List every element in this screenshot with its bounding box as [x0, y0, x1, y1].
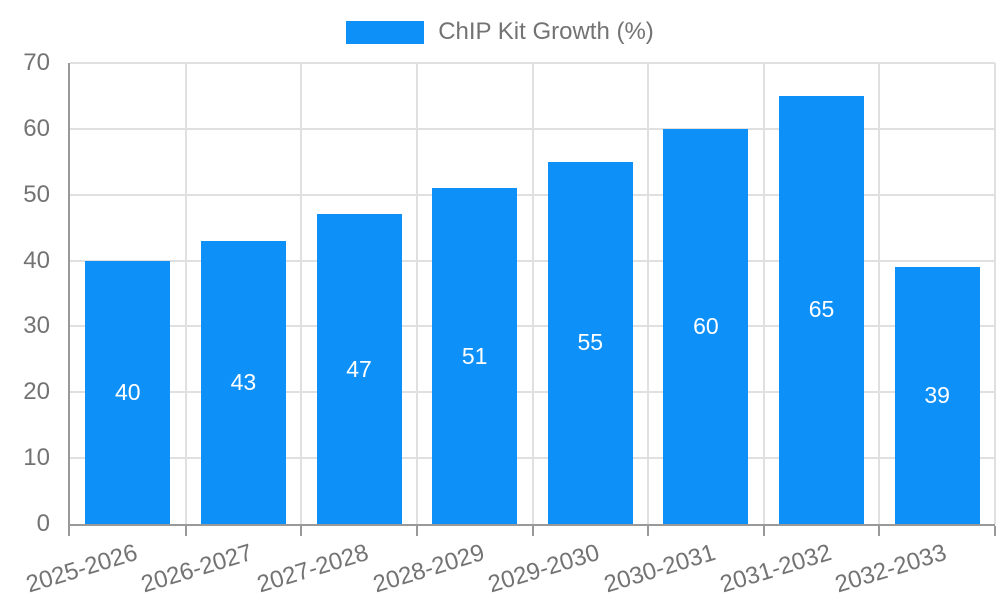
y-axis-tick-label: 50: [23, 180, 50, 208]
bar-value-label: 40: [115, 378, 141, 405]
gridline-vertical: [762, 63, 765, 524]
axis-tick: [184, 526, 187, 536]
bar[interactable]: 55: [547, 161, 633, 524]
plot-area: 40 43 47 51 55 60 65 39: [68, 62, 996, 536]
bar[interactable]: 47: [316, 214, 402, 524]
bar[interactable]: 39: [894, 267, 980, 524]
bar[interactable]: 51: [432, 188, 518, 524]
bar-value-label: 51: [461, 342, 488, 369]
gridline-vertical: [531, 63, 534, 524]
bar[interactable]: 65: [779, 95, 865, 524]
y-axis-tick-label: 60: [23, 114, 50, 142]
bar-value-label: 60: [693, 312, 719, 339]
bar[interactable]: 40: [85, 260, 171, 524]
gridline-vertical: [994, 63, 996, 524]
legend-swatch-icon: [346, 20, 425, 44]
legend-label: ChIP Kit Growth (%): [438, 18, 654, 45]
bar-value-label: 39: [924, 382, 950, 409]
y-axis-tick-label: 40: [23, 246, 50, 274]
legend: ChIP Kit Growth (%): [0, 18, 1000, 46]
bar-value-label: 65: [808, 296, 835, 323]
axis-tick: [878, 526, 881, 536]
bar-value-label: 43: [230, 368, 257, 395]
gridline-vertical: [184, 63, 187, 524]
axis-tick: [647, 526, 650, 536]
gridline-vertical: [300, 63, 303, 524]
bar-value-label: 47: [346, 355, 372, 382]
axis-tick: [531, 526, 534, 536]
y-axis-tick-label: 70: [23, 49, 50, 76]
bar-value-label: 55: [577, 329, 604, 356]
y-axis-tick-label: 20: [23, 378, 50, 406]
axis-tick: [68, 526, 70, 536]
gridline-vertical: [415, 63, 418, 524]
gridline-vertical: [647, 63, 650, 524]
axis-tick: [300, 526, 303, 536]
y-axis-tick-label: 10: [23, 444, 50, 472]
axis-tick: [762, 526, 765, 536]
y-axis-tick-label: 0: [36, 510, 50, 537]
axis-tick: [994, 526, 996, 536]
legend-item[interactable]: ChIP Kit Growth (%): [346, 18, 654, 46]
bar[interactable]: 60: [663, 128, 749, 524]
gridline-vertical: [878, 63, 881, 524]
axis-tick: [415, 526, 418, 536]
y-axis-tick-label: 30: [23, 312, 50, 340]
bar[interactable]: 43: [200, 240, 286, 524]
